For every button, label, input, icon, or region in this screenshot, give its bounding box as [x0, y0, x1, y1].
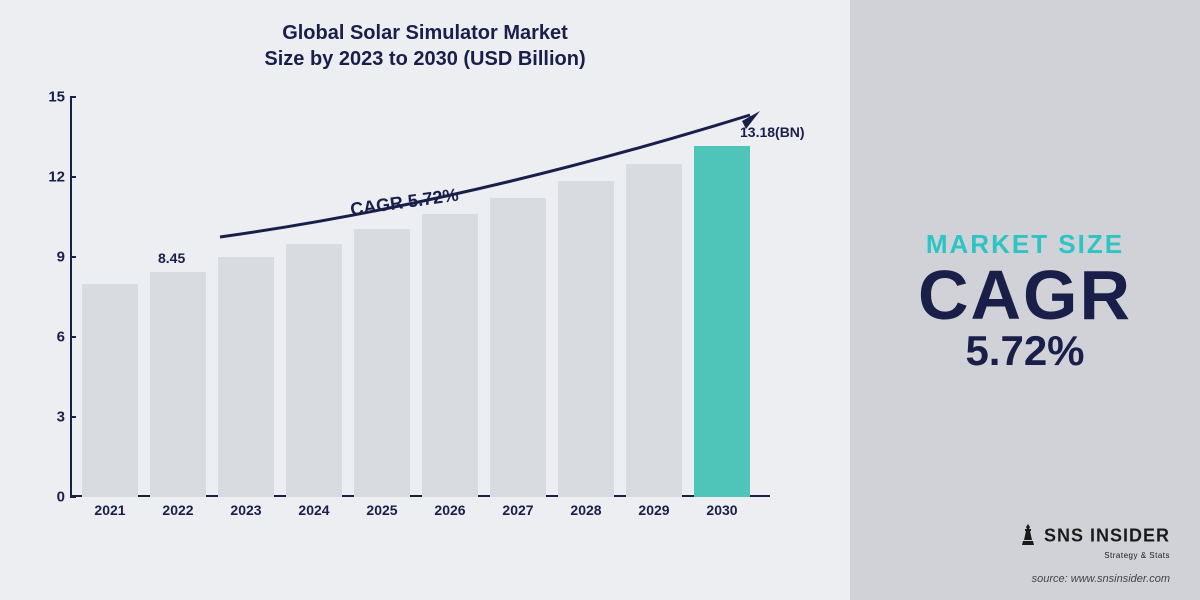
chess-piece-icon — [1020, 524, 1036, 551]
y-tick-label: 15 — [35, 89, 65, 106]
logo-area: SNS INSIDER Strategy & Stats — [1020, 524, 1170, 560]
bar-rect — [150, 272, 206, 497]
y-tick-label: 12 — [35, 169, 65, 186]
bar-rect — [354, 229, 410, 497]
y-tick-label: 9 — [35, 249, 65, 266]
bar-value-label: 13.18(BN) — [740, 124, 805, 140]
x-tick-label: 2023 — [216, 502, 276, 518]
side-panel: MARKET SIZE CAGR 5.72% SNS INSIDER Strat… — [850, 0, 1200, 600]
x-tick-label: 2022 — [148, 502, 208, 518]
cagr-big-label: CAGR — [918, 260, 1132, 330]
chart-title: Global Solar Simulator Market Size by 20… — [30, 20, 820, 72]
y-tick-label: 3 — [35, 409, 65, 426]
x-tick-label: 2028 — [556, 502, 616, 518]
x-tick-label: 2024 — [284, 502, 344, 518]
x-tick-label: 2029 — [624, 502, 684, 518]
bar-rect — [218, 257, 274, 497]
side-text-block: MARKET SIZE CAGR 5.72% — [918, 229, 1132, 372]
chart-area: 03691215 CAGR 5.72% 8.4513.18(BN) 202120… — [70, 97, 830, 527]
x-tick-label: 2025 — [352, 502, 412, 518]
title-line1: Global Solar Simulator Market — [30, 20, 820, 46]
bar-rect — [422, 214, 478, 497]
plot-region: CAGR 5.72% 8.4513.18(BN) — [70, 97, 770, 497]
x-tick-label: 2026 — [420, 502, 480, 518]
bar-rect — [490, 198, 546, 497]
logo-row: SNS INSIDER — [1020, 524, 1170, 551]
cagr-percentage: 5.72% — [918, 330, 1132, 372]
y-axis: 03691215 — [35, 97, 65, 497]
logo-sub-text: Strategy & Stats — [1020, 551, 1170, 560]
x-tick-label: 2021 — [80, 502, 140, 518]
bar-rect — [286, 244, 342, 497]
source-citation: source: www.snsinsider.com — [1032, 573, 1170, 585]
bar-rect — [694, 146, 750, 497]
market-size-label: MARKET SIZE — [918, 229, 1132, 260]
bars-container — [70, 97, 770, 497]
logo-main-text: SNS INSIDER — [1044, 526, 1170, 546]
y-tick-label: 0 — [35, 489, 65, 506]
chart-panel: Global Solar Simulator Market Size by 20… — [0, 0, 850, 600]
bar-rect — [626, 164, 682, 497]
x-tick-label: 2027 — [488, 502, 548, 518]
bar-rect — [82, 284, 138, 497]
bar-rect — [558, 181, 614, 497]
y-tick-label: 6 — [35, 329, 65, 346]
x-tick-label: 2030 — [692, 502, 752, 518]
title-line2: Size by 2023 to 2030 (USD Billion) — [30, 46, 820, 72]
bar-value-label: 8.45 — [158, 250, 185, 266]
